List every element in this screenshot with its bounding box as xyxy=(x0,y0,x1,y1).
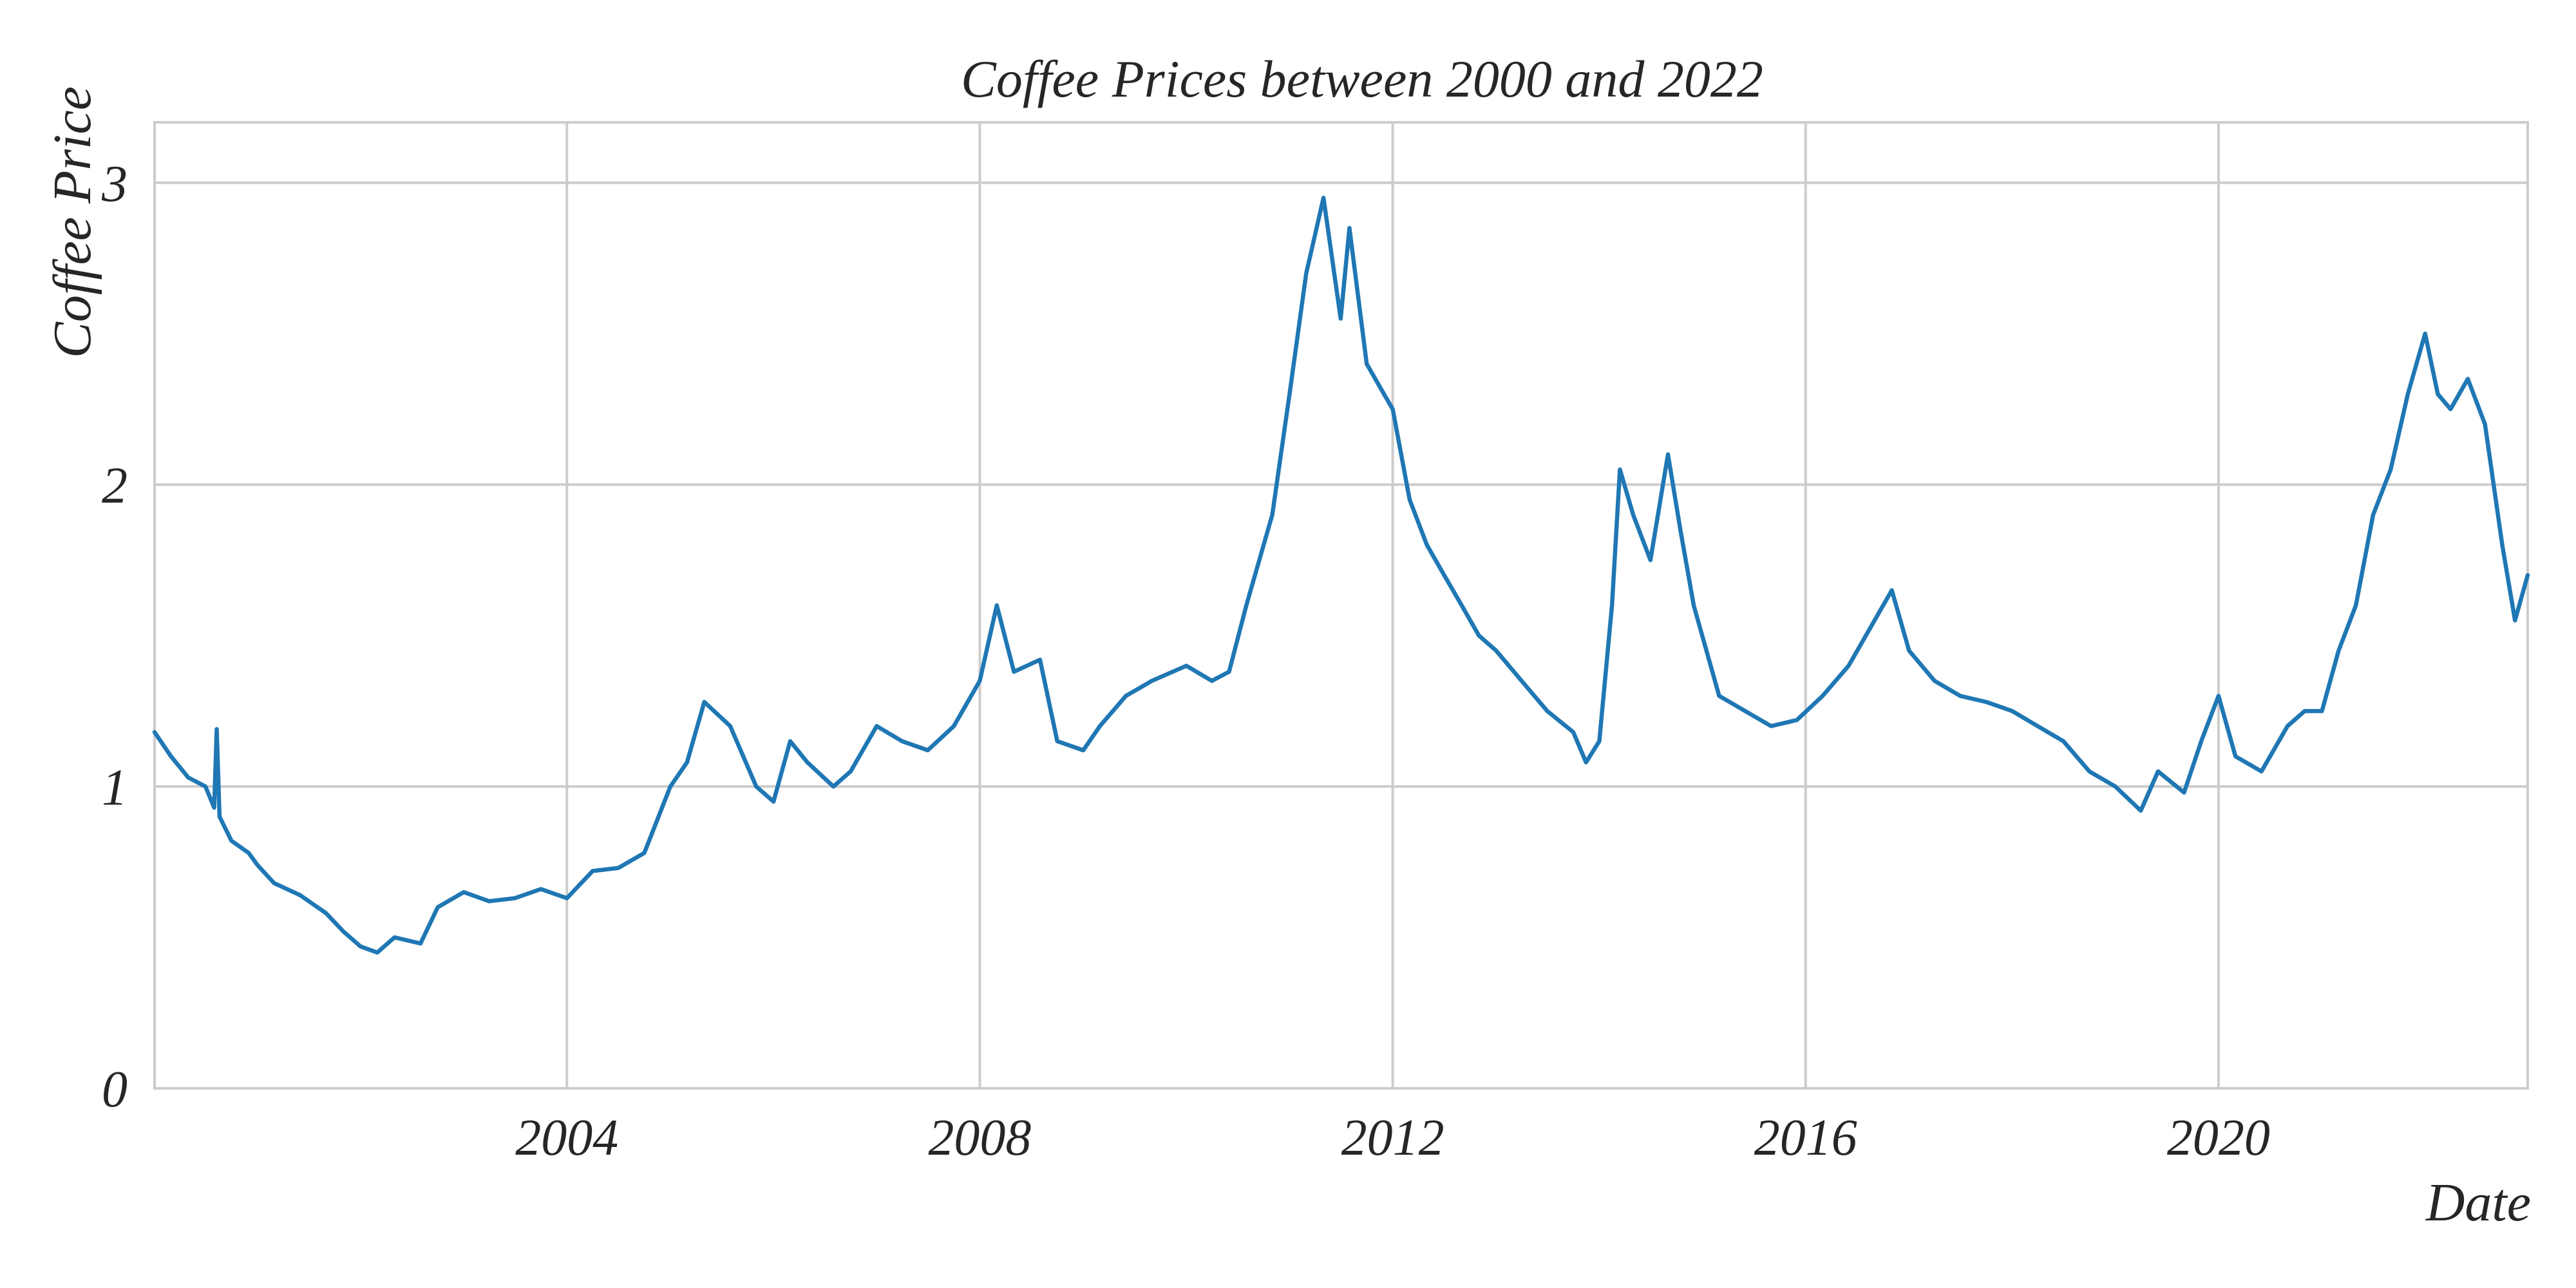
x-tick-label: 2004 xyxy=(515,1110,618,1166)
x-tick-labels: 2004 2008 2012 2016 2020 xyxy=(515,1110,2270,1166)
y-tick-label: 1 xyxy=(102,759,128,816)
y-axis-label: Coffee Price xyxy=(43,86,102,358)
x-tick-label: 2008 xyxy=(928,1110,1031,1166)
y-tick-label: 3 xyxy=(101,156,128,213)
x-tick-label: 2020 xyxy=(2167,1110,2270,1166)
y-tick-labels: 0 1 2 3 xyxy=(101,156,128,1118)
y-tick-label: 2 xyxy=(102,458,128,515)
chart-title: Coffee Prices between 2000 and 2022 xyxy=(961,50,1763,108)
x-axis-label: Date xyxy=(2425,1173,2531,1233)
plot-area-frame xyxy=(153,121,2529,1090)
y-tick-label: 0 xyxy=(102,1061,128,1118)
grid xyxy=(155,122,2528,1090)
x-tick-label: 2016 xyxy=(1754,1110,1857,1166)
x-tick-label: 2012 xyxy=(1341,1110,1444,1166)
coffee-price-series-line xyxy=(152,195,2530,955)
